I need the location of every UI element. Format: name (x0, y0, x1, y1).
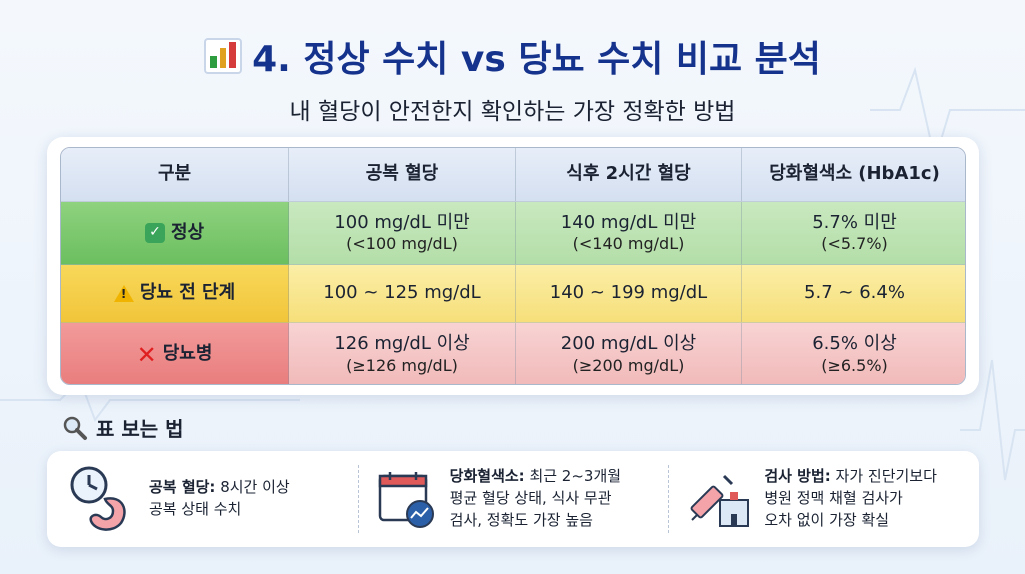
x-icon: ✕ (136, 340, 157, 369)
row-label-normal: ✓ 정상 (61, 202, 289, 265)
table-cell: 140 mg/dL 미만 (<140 mg/dL) (516, 202, 742, 265)
table-cell: 6.5% 이상 (≥6.5%) (742, 323, 965, 384)
syringe-hospital-icon (690, 474, 750, 527)
howto-text-method: 검사 방법: 자가 진단기보다 병원 정맥 채혈 검사가 오차 없이 가장 확실 (764, 467, 937, 529)
comparison-table-card: 구분 공복 혈당 식후 2시간 혈당 당화혈색소 (HbA1c) ✓ 정상 100… (47, 137, 979, 395)
howto-info-card: 공복 혈당: 8시간 이상 공복 상태 수치 당화혈색소: 최근 2~3개월 평… (47, 451, 979, 547)
calendar-chart-icon (378, 472, 434, 528)
page-title: 4. 정상 수치 vs 당뇨 수치 비교 분석 (0, 30, 1025, 82)
howto-item-fasting: 공복 혈당: 8시간 이상 공복 상태 수치 (47, 451, 358, 547)
page-subtitle: 내 혈당이 안전한지 확인하는 가장 정확한 방법 (289, 99, 736, 125)
table-cell: 126 mg/dL 이상 (≥126 mg/dL) (289, 323, 516, 384)
check-icon: ✓ (144, 223, 165, 243)
header-fasting: 공복 혈당 (289, 148, 516, 202)
clock-stomach-icon (70, 466, 126, 531)
table-cell: 100 ~ 125 mg/dL (289, 265, 516, 323)
howto-text-fasting: 공복 혈당: 8시간 이상 공복 상태 수치 (149, 478, 290, 518)
header-category: 구분 (61, 148, 289, 202)
row-label-prediabetes: 당뇨 전 단계 (61, 265, 289, 323)
page-title-text: 4. 정상 수치 vs 당뇨 수치 비교 분석 (252, 39, 821, 80)
howto-item-hba1c: 당화혈색소: 최근 2~3개월 평균 혈당 상태, 식사 무관 검사, 정확도 … (357, 451, 669, 547)
header-postprandial: 식후 2시간 혈당 (516, 148, 742, 202)
table-cell: 100 mg/dL 미만 (<100 mg/dL) (289, 202, 516, 265)
header-hba1c: 당화혈색소 (HbA1c) (742, 148, 965, 202)
comparison-table: 구분 공복 혈당 식후 2시간 혈당 당화혈색소 (HbA1c) ✓ 정상 100… (60, 147, 966, 385)
bar-chart-icon (204, 38, 243, 74)
table-cell: 200 mg/dL 이상 (≥200 mg/dL) (516, 323, 742, 384)
warning-icon (113, 285, 134, 302)
table-cell: 5.7 ~ 6.4% (742, 265, 965, 323)
table-cell: 140 ~ 199 mg/dL (516, 265, 742, 323)
magnifier-icon (63, 416, 87, 440)
howto-text-hba1c: 당화혈색소: 최근 2~3개월 평균 혈당 상태, 식사 무관 검사, 정확도 … (449, 467, 622, 529)
table-cell: 5.7% 미만 (<5.7%) (742, 202, 965, 265)
howto-heading: 표 보는 법 (62, 413, 184, 442)
row-label-diabetes: ✕ 당뇨병 (61, 323, 289, 384)
howto-item-method: 검사 방법: 자가 진단기보다 병원 정맥 채혈 검사가 오차 없이 가장 확실 (668, 451, 979, 547)
